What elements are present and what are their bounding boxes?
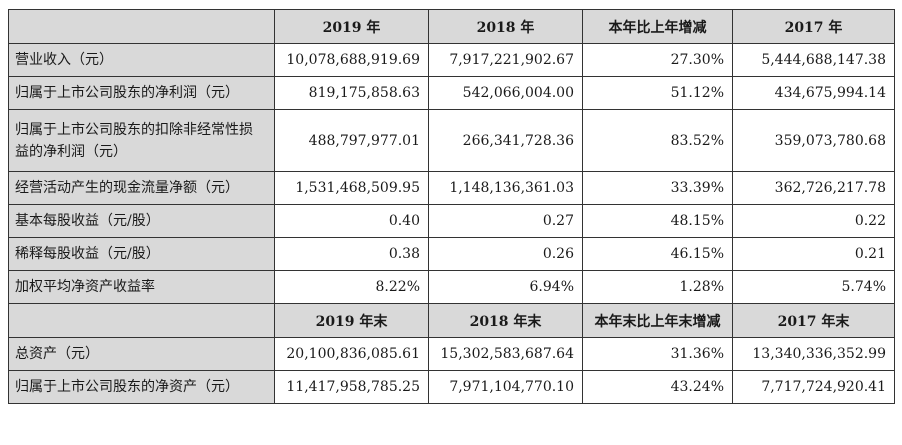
cell-2019: 1,531,468,509.95	[274, 171, 429, 205]
header-2019-end: 2019 年末	[274, 303, 429, 338]
header-row-annual: 2019 年 2018 年 本年比上年增减 2017 年	[8, 9, 895, 44]
cell-change: 31.36%	[582, 337, 733, 371]
cell-2018: 0.26	[428, 237, 583, 271]
cell-2018: 542,066,004.00	[428, 76, 583, 110]
cell-2018: 266,341,728.36	[428, 109, 583, 172]
cell-2018: 1,148,136,361.03	[428, 171, 583, 205]
cell-2017-end: 13,340,336,352.99	[732, 337, 895, 371]
cell-2019: 0.40	[274, 204, 429, 238]
table-row: 稀释每股收益（元/股） 0.38 0.26 46.15% 0.21	[8, 237, 895, 271]
cell-2017: 359,073,780.68	[732, 109, 895, 172]
row-label: 稀释每股收益（元/股）	[8, 237, 275, 271]
header-blank-cell	[8, 303, 275, 338]
header-2019: 2019 年	[274, 9, 429, 44]
header-2018: 2018 年	[428, 9, 583, 44]
row-label: 经营活动产生的现金流量净额（元）	[8, 171, 275, 205]
cell-change: 46.15%	[582, 237, 733, 271]
cell-2019: 10,078,688,919.69	[274, 43, 429, 77]
table-row: 基本每股收益（元/股） 0.40 0.27 48.15% 0.22	[8, 204, 895, 238]
cell-2019: 8.22%	[274, 270, 429, 304]
cell-change: 83.52%	[582, 109, 733, 172]
row-label: 营业收入（元）	[8, 43, 275, 77]
cell-change: 51.12%	[582, 76, 733, 110]
cell-2019: 488,797,977.01	[274, 109, 429, 172]
header-blank-cell	[8, 9, 275, 44]
row-label: 总资产（元）	[8, 337, 275, 371]
financial-summary-table: 2019 年 2018 年 本年比上年增减 2017 年 营业收入（元） 10,…	[8, 9, 895, 404]
row-label: 加权平均净资产收益率	[8, 270, 275, 304]
header-2018-end: 2018 年末	[428, 303, 583, 338]
cell-change: 48.15%	[582, 204, 733, 238]
row-label: 归属于上市公司股东的净资产（元）	[8, 370, 275, 404]
top-edge	[0, 0, 902, 6]
table-row: 总资产（元） 20,100,836,085.61 15,302,583,687.…	[8, 337, 895, 371]
cell-2018-end: 15,302,583,687.64	[428, 337, 583, 371]
table-row: 加权平均净资产收益率 8.22% 6.94% 1.28% 5.74%	[8, 270, 895, 304]
table-row: 归属于上市公司股东的扣除非经常性损益的净利润（元） 488,797,977.01…	[8, 109, 895, 172]
table-row: 归属于上市公司股东的净资产（元） 11,417,958,785.25 7,971…	[8, 370, 895, 404]
cell-2018-end: 7,971,104,770.10	[428, 370, 583, 404]
row-label: 归属于上市公司股东的扣除非经常性损益的净利润（元）	[8, 109, 275, 172]
table-row: 归属于上市公司股东的净利润（元） 819,175,858.63 542,066,…	[8, 76, 895, 110]
cell-change: 27.30%	[582, 43, 733, 77]
cell-change: 1.28%	[582, 270, 733, 304]
cell-2018: 7,917,221,902.67	[428, 43, 583, 77]
cell-2019-end: 20,100,836,085.61	[274, 337, 429, 371]
cell-2018: 6.94%	[428, 270, 583, 304]
cell-2018: 0.27	[428, 204, 583, 238]
cell-2017: 362,726,217.78	[732, 171, 895, 205]
cell-2017: 0.22	[732, 204, 895, 238]
header-2017: 2017 年	[732, 9, 895, 44]
table-row: 营业收入（元） 10,078,688,919.69 7,917,221,902.…	[8, 43, 895, 77]
cell-change: 33.39%	[582, 171, 733, 205]
cell-2017: 5.74%	[732, 270, 895, 304]
cell-2017-end: 7,717,724,920.41	[732, 370, 895, 404]
row-label: 归属于上市公司股东的净利润（元）	[8, 76, 275, 110]
cell-2019: 819,175,858.63	[274, 76, 429, 110]
header-yoy-change: 本年比上年增减	[582, 9, 733, 44]
header-yoy-end-change: 本年末比上年末增减	[582, 303, 733, 338]
header-2017-end: 2017 年末	[732, 303, 895, 338]
cell-2017: 434,675,994.14	[732, 76, 895, 110]
cell-2017: 5,444,688,147.38	[732, 43, 895, 77]
row-label: 基本每股收益（元/股）	[8, 204, 275, 238]
cell-2017: 0.21	[732, 237, 895, 271]
header-row-year-end: 2019 年末 2018 年末 本年末比上年末增减 2017 年末	[8, 303, 895, 338]
table-row: 经营活动产生的现金流量净额（元） 1,531,468,509.95 1,148,…	[8, 171, 895, 205]
cell-2019: 0.38	[274, 237, 429, 271]
cell-change: 43.24%	[582, 370, 733, 404]
cell-2019-end: 11,417,958,785.25	[274, 370, 429, 404]
